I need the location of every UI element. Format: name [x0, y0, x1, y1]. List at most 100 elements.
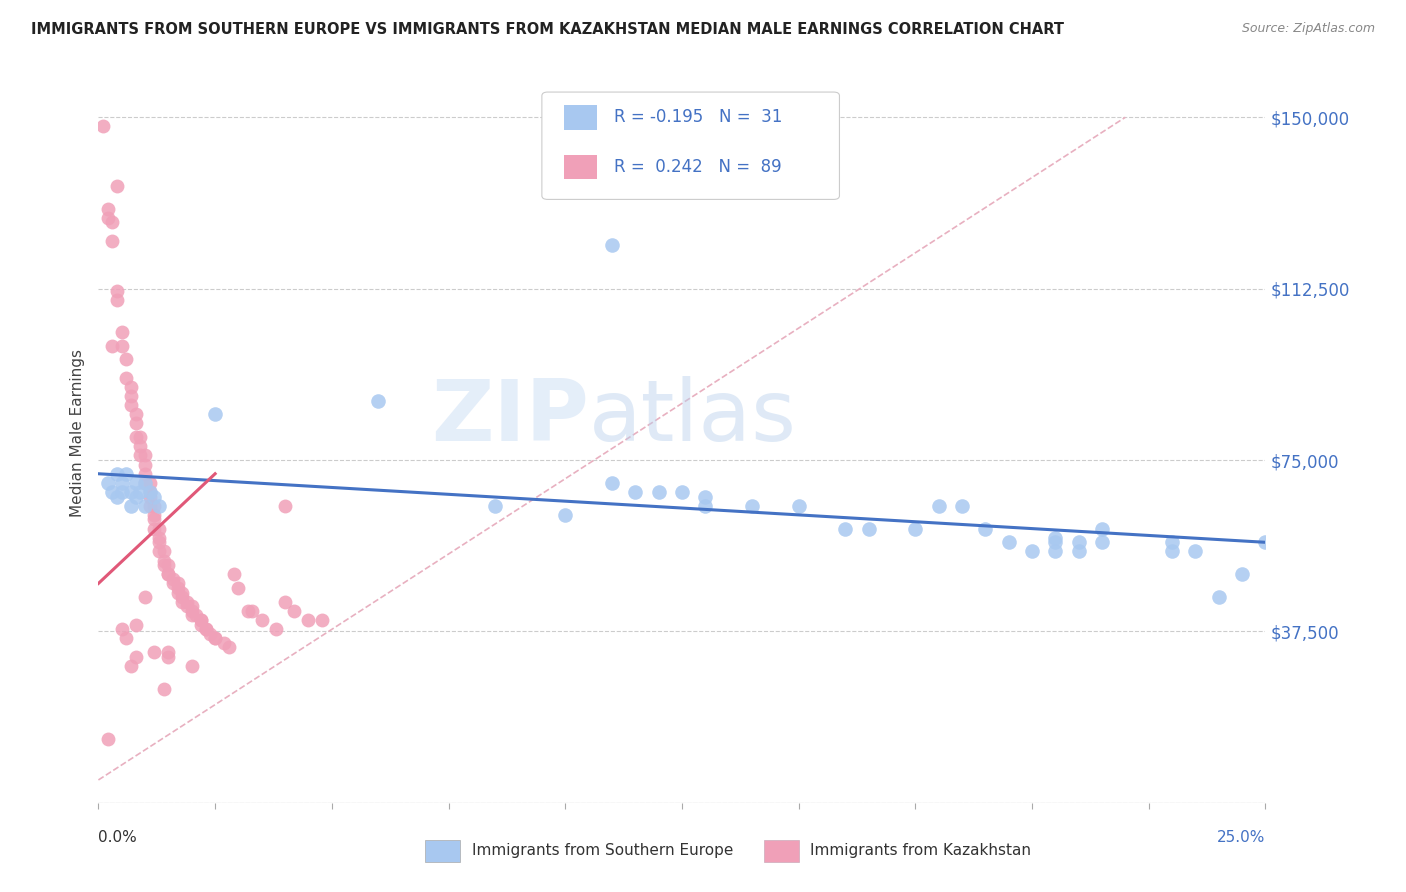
- Point: [166, 581, 188, 595]
- Point: [974, 522, 997, 536]
- Text: ZIP: ZIP: [430, 376, 589, 459]
- Point: [105, 178, 128, 193]
- Point: [204, 632, 226, 646]
- Point: [950, 499, 973, 513]
- Point: [97, 731, 120, 746]
- Point: [1161, 544, 1184, 558]
- Point: [152, 681, 174, 696]
- Point: [157, 558, 180, 573]
- Text: 25.0%: 25.0%: [1218, 830, 1265, 845]
- Point: [228, 581, 250, 595]
- Point: [218, 640, 240, 655]
- Point: [671, 485, 693, 500]
- Point: [311, 613, 333, 627]
- Point: [139, 490, 162, 504]
- Point: [1091, 535, 1114, 549]
- Point: [274, 595, 297, 609]
- Point: [134, 590, 156, 604]
- Point: [115, 352, 138, 367]
- Point: [166, 585, 188, 599]
- Point: [143, 490, 166, 504]
- Text: Immigrants from Southern Europe: Immigrants from Southern Europe: [472, 844, 733, 858]
- Point: [484, 499, 506, 513]
- Point: [162, 572, 184, 586]
- Point: [176, 595, 198, 609]
- Text: atlas: atlas: [589, 376, 797, 459]
- Point: [111, 475, 134, 490]
- Point: [125, 475, 148, 490]
- Point: [129, 485, 152, 500]
- Point: [129, 439, 152, 453]
- Point: [148, 531, 170, 545]
- Point: [134, 499, 156, 513]
- Point: [190, 617, 212, 632]
- Point: [97, 211, 120, 225]
- Point: [157, 645, 180, 659]
- Point: [180, 658, 202, 673]
- Point: [120, 499, 142, 513]
- Point: [1230, 567, 1253, 582]
- Point: [236, 604, 259, 618]
- Point: [194, 622, 217, 636]
- Point: [105, 293, 128, 307]
- Point: [97, 202, 120, 216]
- Point: [120, 658, 142, 673]
- Point: [139, 499, 162, 513]
- Point: [928, 499, 950, 513]
- Point: [120, 398, 142, 412]
- Point: [787, 499, 810, 513]
- Point: [101, 234, 124, 248]
- Point: [105, 467, 128, 481]
- Point: [172, 585, 194, 599]
- Point: [152, 544, 174, 558]
- Point: [180, 608, 202, 623]
- Text: IMMIGRANTS FROM SOUTHERN EUROPE VS IMMIGRANTS FROM KAZAKHSTAN MEDIAN MALE EARNIN: IMMIGRANTS FROM SOUTHERN EUROPE VS IMMIG…: [31, 22, 1064, 37]
- Point: [125, 430, 148, 444]
- Point: [1254, 535, 1277, 549]
- Point: [125, 408, 148, 422]
- FancyBboxPatch shape: [541, 92, 839, 200]
- Point: [120, 485, 142, 500]
- Point: [148, 535, 170, 549]
- Y-axis label: Median Male Earnings: Median Male Earnings: [70, 349, 86, 516]
- Point: [1045, 531, 1067, 545]
- Point: [1021, 544, 1043, 558]
- Point: [297, 613, 319, 627]
- Point: [554, 508, 576, 522]
- Text: 0.0%: 0.0%: [98, 830, 138, 845]
- Point: [148, 544, 170, 558]
- Point: [111, 485, 134, 500]
- FancyBboxPatch shape: [763, 840, 799, 862]
- Point: [115, 632, 138, 646]
- Point: [134, 467, 156, 481]
- Point: [111, 622, 134, 636]
- Point: [143, 512, 166, 526]
- Point: [834, 522, 856, 536]
- Point: [904, 522, 927, 536]
- Point: [695, 490, 717, 504]
- Point: [264, 622, 287, 636]
- Point: [101, 485, 124, 500]
- Point: [139, 485, 162, 500]
- Point: [152, 558, 174, 573]
- Point: [1208, 590, 1230, 604]
- Text: Immigrants from Kazakhstan: Immigrants from Kazakhstan: [810, 844, 1031, 858]
- Point: [997, 535, 1019, 549]
- Point: [134, 449, 156, 463]
- Point: [1184, 544, 1206, 558]
- Point: [139, 475, 162, 490]
- Point: [105, 490, 128, 504]
- Point: [695, 499, 717, 513]
- Point: [157, 649, 180, 664]
- Point: [283, 604, 305, 618]
- Point: [157, 567, 180, 582]
- Point: [1045, 535, 1067, 549]
- Point: [600, 475, 623, 490]
- Point: [120, 389, 142, 403]
- Point: [111, 325, 134, 339]
- Point: [115, 467, 138, 481]
- Point: [367, 393, 389, 408]
- Point: [129, 430, 152, 444]
- Point: [91, 120, 114, 134]
- Point: [242, 604, 264, 618]
